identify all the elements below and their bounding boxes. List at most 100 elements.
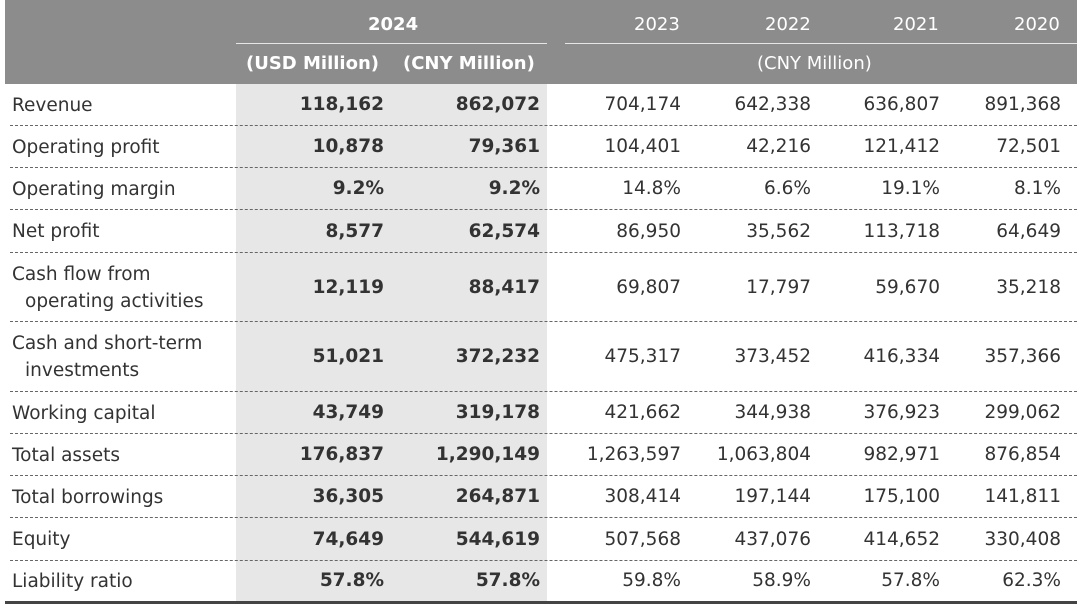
cell-2022: 373,452 [734,346,811,367]
cell-2020: 64,649 [996,221,1061,242]
row-label: Total assets [12,445,120,466]
row-label: Equity [12,529,71,550]
cell-2020: 891,368 [984,94,1061,115]
row-label: Total borrowings [12,487,164,508]
cell-usd-2024: 176,837 [299,444,384,465]
cell-2022: 17,797 [746,277,811,298]
cell-cny-2024: 62,574 [468,221,540,242]
table-row: Liability ratio 57.8% 57.8% 59.8% 58.9% 57.8%… [5,561,1077,601]
cell-2022: 642,338 [734,94,811,115]
cell-2020: 72,501 [996,136,1061,157]
cell-2021: 57.8% [881,570,940,591]
table-row: Net profit 8,577 62,574 86,950 35,562 113,718… [5,210,1077,253]
header-year-2023: 2023 [634,14,680,35]
cell-cny-2024: 88,417 [468,277,540,298]
cell-usd-2024: 36,305 [312,486,384,507]
cell-2021: 636,807 [863,94,940,115]
cell-cny-2024: 862,072 [455,94,540,115]
row-label: Cash and short-term [12,333,203,354]
cell-2022: 42,216 [746,136,811,157]
row-separator [10,391,1077,392]
row-separator [10,125,1077,126]
cell-usd-2024: 51,021 [312,346,384,367]
cell-cny-2024: 57.8% [475,570,540,591]
row-separator [10,517,1077,518]
cell-2022: 437,076 [734,529,811,550]
cell-cny-2024: 79,361 [468,136,540,157]
header-cny-unit-2024: (CNY Million) [403,53,535,74]
cell-cny-2024: 372,232 [455,346,540,367]
row-label: operating activities [25,291,204,312]
cell-2021: 414,652 [863,529,940,550]
cell-2022: 6.6% [764,178,811,199]
row-label: Cash flow from [12,264,151,285]
row-label: Revenue [12,95,93,116]
cell-usd-2024: 8,577 [325,221,384,242]
cell-2023: 14.8% [622,178,681,199]
cell-2021: 376,923 [863,402,940,423]
cell-2020: 357,366 [984,346,1061,367]
cell-2022: 35,562 [746,221,811,242]
cell-2023: 86,950 [616,221,681,242]
cell-cny-2024: 319,178 [455,402,540,423]
cell-usd-2024: 12,119 [312,277,384,298]
cell-2023: 308,414 [604,486,681,507]
table-row: Operating margin 9.2% 9.2% 14.8% 6.6% 19.1% 8.… [5,168,1077,210]
cell-cny-2024: 9.2% [488,178,540,199]
cell-2023: 507,568 [604,529,681,550]
row-separator [10,560,1077,561]
table-row: Cash and short-term investments 51,021 372,… [5,322,1077,392]
cell-2022: 344,938 [734,402,811,423]
header-usd-unit: (USD Million) [246,53,380,74]
cell-usd-2024: 43,749 [312,402,384,423]
row-label: Net profit [12,221,100,242]
row-label: Operating profit [12,137,160,158]
cell-2021: 175,100 [863,486,940,507]
table-row: Operating profit 10,878 79,361 104,401 42,21… [5,126,1077,168]
row-separator [10,321,1077,322]
table-header [5,0,1077,84]
table-row: Working capital 43,749 319,178 421,662 344,9… [5,392,1077,434]
cell-2021: 982,971 [863,444,940,465]
cell-2020: 8.1% [1014,178,1061,199]
cell-2023: 475,317 [604,346,681,367]
cell-usd-2024: 9.2% [332,178,384,199]
header-year-2022: 2022 [765,14,811,35]
cell-cny-2024: 264,871 [455,486,540,507]
cell-cny-2024: 1,290,149 [435,444,540,465]
row-separator [10,433,1077,434]
cell-2023: 104,401 [604,136,681,157]
cell-usd-2024: 10,878 [312,136,384,157]
cell-2023: 704,174 [604,94,681,115]
cell-2021: 416,334 [863,346,940,367]
row-separator [10,252,1077,253]
row-separator [10,167,1077,168]
header-2024-rule [236,43,547,44]
cell-2021: 121,412 [863,136,940,157]
table-row: Revenue 118,162 862,072 704,174 642,338 636,8… [5,84,1077,126]
cell-2020: 330,408 [984,529,1061,550]
cell-usd-2024: 74,649 [312,529,384,550]
header-year-2024: 2024 [368,14,419,35]
header-year-2021: 2021 [893,14,939,35]
table-row: Total borrowings 36,305 264,871 308,414 197,… [5,476,1077,518]
cell-2021: 19.1% [881,178,940,199]
bottom-rule [5,601,1077,604]
cell-2022: 58.9% [752,570,811,591]
cell-2020: 299,062 [984,402,1061,423]
cell-2023: 59.8% [622,570,681,591]
cell-2021: 113,718 [863,221,940,242]
cell-2023: 69,807 [616,277,681,298]
header-prior-years-rule [565,43,1077,44]
row-separator [10,209,1077,210]
table-row: Cash flow from operating activities 12,119… [5,253,1077,322]
row-label: Operating margin [12,179,176,200]
cell-usd-2024: 57.8% [319,570,384,591]
cell-cny-2024: 544,619 [455,529,540,550]
cell-2023: 1,263,597 [586,444,681,465]
highlight-2024-band [236,84,547,603]
row-label: Liability ratio [12,571,133,592]
cell-usd-2024: 118,162 [299,94,384,115]
row-label: Working capital [12,403,156,424]
